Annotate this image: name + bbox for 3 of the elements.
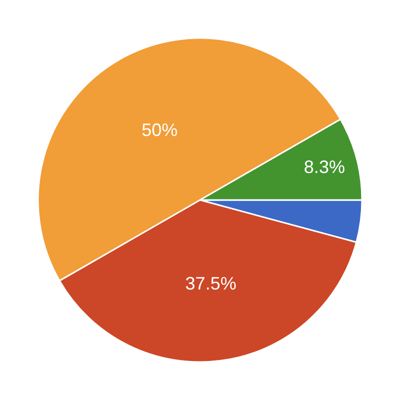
data-label: 37.5% [185, 274, 236, 294]
data-label: 50% [142, 120, 178, 140]
data-label: 8.3% [304, 156, 345, 177]
